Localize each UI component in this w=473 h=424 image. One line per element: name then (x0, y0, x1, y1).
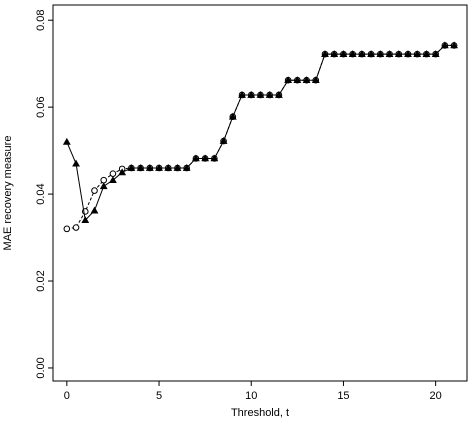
data-point-triangle (394, 50, 403, 57)
y-axis: 0.00 0.02 0.04 0.06 0.08 (35, 10, 53, 379)
series-line (66, 44, 455, 230)
data-point-triangle (348, 50, 357, 57)
data-point-triangle (376, 50, 385, 57)
data-point-triangle (90, 206, 99, 214)
series-line (66, 44, 455, 222)
x-axis: 0 5 10 15 20 (64, 381, 442, 402)
data-point-circle (72, 224, 80, 231)
data-point-triangle (192, 154, 200, 162)
data-point-triangle (182, 164, 191, 171)
y-tick-label: 0.08 (35, 10, 47, 31)
data-point-triangle (155, 164, 163, 171)
data-point-circle (91, 187, 98, 194)
x-tick-label: 20 (430, 390, 442, 402)
data-point-triangle (72, 159, 80, 167)
y-axis-title: MAE recovery measure (2, 136, 14, 251)
data-point-triangle (145, 164, 154, 171)
x-tick-label: 15 (337, 390, 349, 402)
series-filled-triangle (62, 41, 459, 224)
data-point-triangle (404, 50, 412, 57)
data-point-circle (100, 176, 108, 184)
data-point-triangle (210, 154, 219, 162)
data-point-triangle (450, 41, 459, 49)
data-point-triangle (330, 50, 339, 57)
data-point-triangle (256, 90, 265, 98)
data-point-triangle (413, 50, 422, 57)
data-point-triangle (238, 90, 246, 98)
x-tick-label: 5 (156, 390, 162, 402)
data-point-triangle (321, 50, 329, 57)
x-tick-label: 10 (245, 390, 257, 402)
data-point-triangle (367, 50, 376, 57)
data-point-triangle (127, 164, 136, 171)
data-point-triangle (173, 164, 182, 171)
x-axis-title: Threshold, t (231, 407, 289, 419)
data-point-triangle (164, 164, 173, 171)
series-layer (62, 41, 459, 233)
y-tick-label: 0.06 (35, 96, 47, 117)
data-point-triangle (440, 41, 449, 49)
data-point-circle (63, 225, 71, 233)
data-point-triangle (219, 137, 228, 144)
data-point-triangle (201, 154, 210, 162)
x-tick-label: 0 (64, 390, 70, 402)
data-point-triangle (99, 182, 108, 190)
data-point-triangle (62, 137, 71, 145)
data-point-triangle (265, 90, 274, 98)
data-point-triangle (311, 76, 320, 84)
y-tick-label: 0.04 (35, 183, 47, 204)
data-point-triangle (109, 176, 117, 184)
data-point-triangle (118, 168, 127, 176)
data-point-triangle (228, 112, 237, 120)
data-point-triangle (422, 50, 431, 57)
data-point-triangle (247, 90, 256, 98)
data-point-triangle (357, 50, 366, 57)
y-tick-label: 0.00 (35, 357, 47, 378)
plot-frame (52, 4, 468, 382)
y-tick-label: 0.02 (35, 270, 47, 291)
data-point-circle (109, 170, 117, 177)
data-point-triangle (274, 90, 283, 98)
data-point-triangle (385, 50, 394, 57)
data-point-triangle (339, 50, 348, 57)
data-point-triangle (302, 76, 311, 84)
data-point-triangle (293, 76, 302, 84)
series-open-circle (63, 42, 458, 233)
data-point-triangle (136, 164, 145, 171)
data-point-triangle (431, 50, 440, 57)
data-point-triangle (81, 216, 90, 224)
data-point-triangle (284, 76, 293, 84)
